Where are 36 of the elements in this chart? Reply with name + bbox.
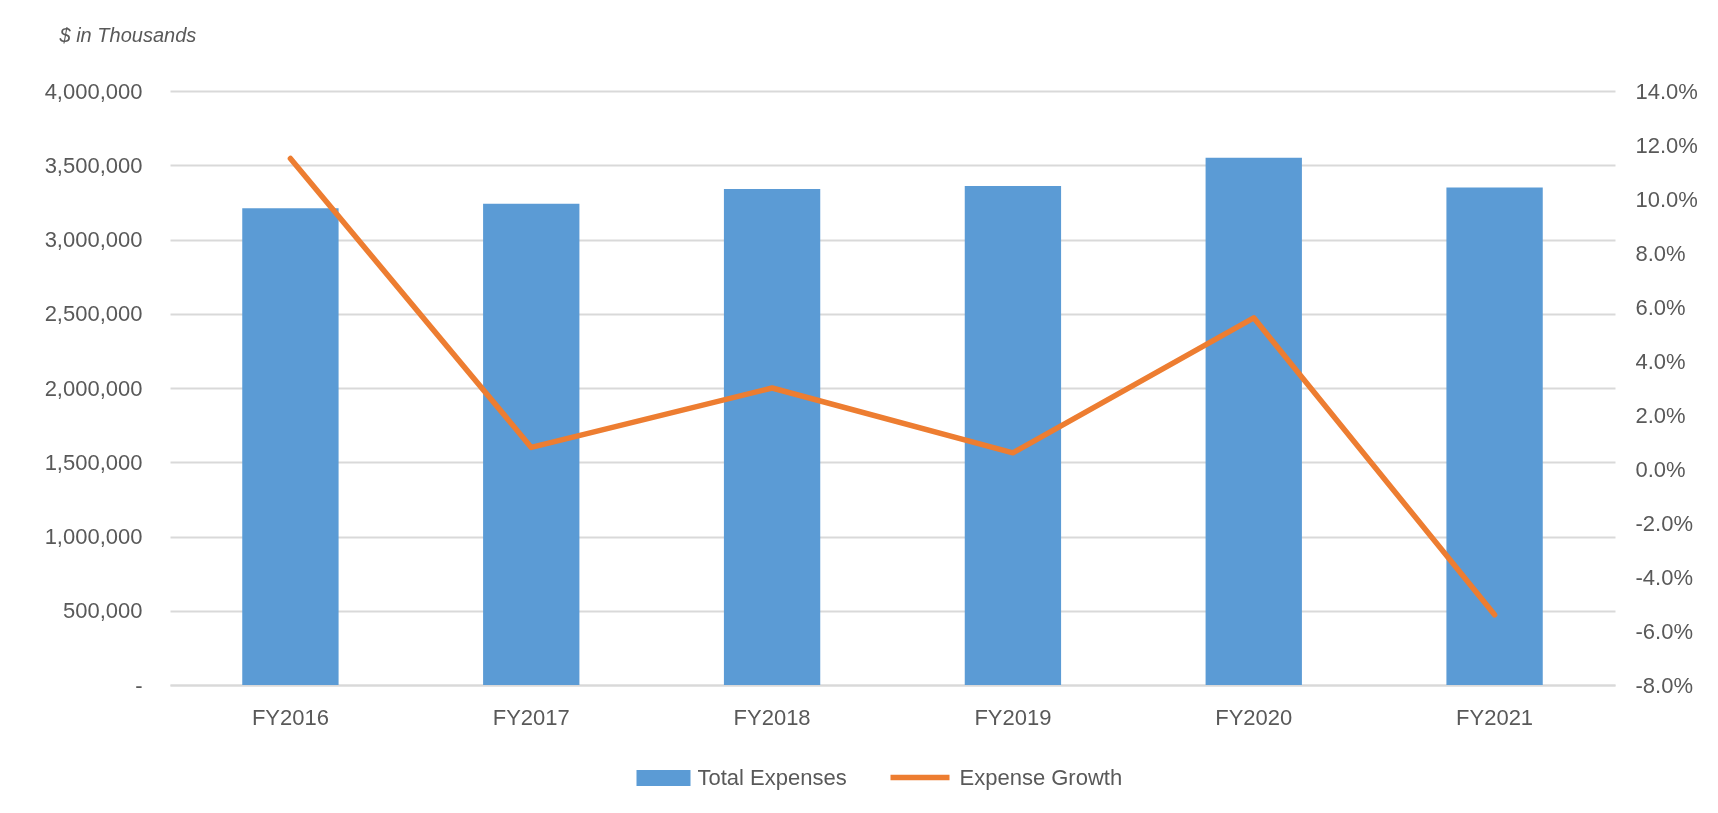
y2-tick-label: 14.0%: [1635, 78, 1698, 104]
x-tick-label: FY2017: [492, 704, 570, 730]
bar: [1446, 187, 1543, 685]
x-tick-label: FY2016: [251, 704, 329, 730]
y2-tick-label: -6.0%: [1635, 618, 1693, 644]
legend-label: Expense Growth: [959, 764, 1123, 790]
y-tick-label: 4,000,000: [44, 78, 143, 104]
y-tick-label: 1,000,000: [44, 524, 143, 549]
y-tick-label: 3,000,000: [44, 227, 143, 252]
x-tick-label: FY2020: [1215, 704, 1293, 730]
y-tick-label: 3,500,000: [44, 152, 143, 178]
bar: [723, 189, 821, 685]
bar: [964, 186, 1062, 685]
y2-tick-label: -8.0%: [1635, 672, 1693, 698]
y-tick-label: 2,500,000: [44, 301, 143, 327]
y-tick-label: -: [135, 672, 143, 698]
y2-tick-label: 2.0%: [1635, 402, 1686, 428]
x-tick-label: FY2018: [733, 704, 811, 730]
bar: [483, 203, 580, 685]
y2-tick-label: 6.0%: [1635, 294, 1686, 320]
y2-tick-label: 12.0%: [1635, 132, 1698, 158]
x-tick-label: FY2019: [974, 704, 1052, 730]
y2-tick-label: -4.0%: [1635, 564, 1693, 590]
y2-tick-label: -2.0%: [1635, 510, 1693, 536]
y2-tick-label: 0.0%: [1635, 456, 1686, 482]
bar: [242, 208, 339, 685]
x-tick-label: FY2021: [1456, 704, 1534, 730]
legend-label: Total Expenses: [697, 765, 847, 790]
y-tick-label: 500,000: [62, 598, 143, 624]
y2-tick-label: 4.0%: [1635, 348, 1686, 374]
y2-tick-label: 8.0%: [1635, 240, 1686, 266]
bar: [1205, 157, 1302, 685]
y-tick-label: 1,500,000: [44, 449, 143, 475]
y-axis-title: $ in Thousands: [58, 23, 197, 46]
y-tick-label: 2,000,000: [44, 375, 143, 401]
y2-tick-label: 10.0%: [1635, 186, 1698, 212]
